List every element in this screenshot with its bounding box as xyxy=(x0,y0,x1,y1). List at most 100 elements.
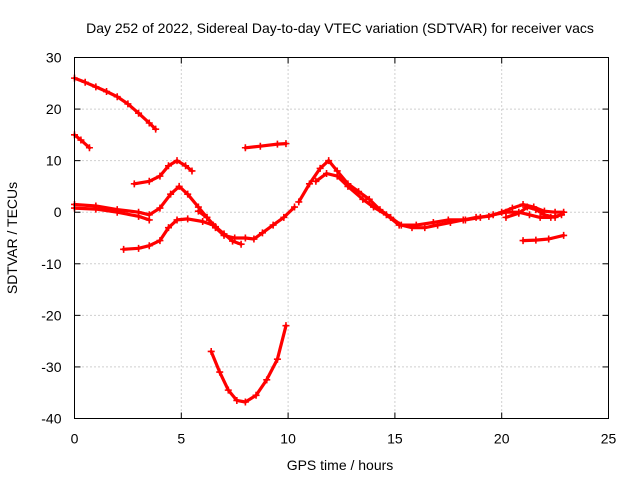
series-arc-9 xyxy=(207,322,290,406)
axis-ticks: 0 5 10 15 20 25 -40 -30 -20 -10 0 10 20 30 xyxy=(41,50,616,447)
data-point xyxy=(182,162,190,170)
data-point xyxy=(252,391,260,399)
chart-title: Day 252 of 2022, Sidereal Day-to-day VTE… xyxy=(86,20,594,36)
data-point xyxy=(461,216,469,224)
data-point xyxy=(333,172,341,180)
data-point xyxy=(156,237,164,245)
data-point xyxy=(312,177,320,185)
data-series xyxy=(71,74,568,406)
grid-lines xyxy=(74,57,609,419)
series-arc-8 xyxy=(241,140,290,152)
x-tick-label: 10 xyxy=(280,431,296,447)
series-arc-5 xyxy=(130,157,196,188)
data-point xyxy=(476,213,484,221)
data-point xyxy=(164,224,172,232)
data-point xyxy=(120,245,128,253)
y-tick-label: 0 xyxy=(54,204,62,220)
series-line xyxy=(122,217,215,251)
data-point xyxy=(370,203,378,211)
data-point xyxy=(231,234,239,242)
data-point xyxy=(519,200,527,208)
y-tick-label: 20 xyxy=(46,101,62,117)
series-arc-4 xyxy=(71,204,153,224)
data-point xyxy=(258,229,266,237)
data-point xyxy=(519,237,527,245)
series-arc-3 xyxy=(71,182,245,248)
data-point xyxy=(203,213,211,221)
data-point xyxy=(365,195,373,203)
data-point xyxy=(173,216,181,224)
data-point xyxy=(135,109,143,117)
series-line xyxy=(209,324,288,404)
data-point xyxy=(269,221,277,229)
data-point xyxy=(156,172,164,180)
data-point xyxy=(502,213,510,221)
data-point xyxy=(395,221,403,229)
data-point xyxy=(216,368,224,376)
data-point xyxy=(263,376,271,384)
y-tick-label: 30 xyxy=(46,50,62,66)
data-point xyxy=(412,221,420,229)
data-point xyxy=(103,88,111,96)
data-point xyxy=(237,240,245,248)
x-tick-label: 0 xyxy=(71,431,79,447)
series-line xyxy=(132,159,194,186)
data-point xyxy=(152,125,160,133)
data-point xyxy=(323,170,331,178)
data-point xyxy=(135,244,143,252)
series-line xyxy=(72,184,243,246)
y-tick-label: -30 xyxy=(41,359,61,375)
series-arc-6 xyxy=(120,215,217,253)
data-point xyxy=(184,215,192,223)
data-point xyxy=(175,182,183,190)
data-point xyxy=(523,203,531,211)
data-point xyxy=(444,216,452,224)
data-point xyxy=(540,211,548,219)
data-point xyxy=(194,207,202,215)
data-point xyxy=(188,167,196,175)
data-point xyxy=(199,217,207,225)
series-line xyxy=(314,171,564,227)
data-point xyxy=(224,386,232,394)
data-point xyxy=(145,242,153,250)
data-point xyxy=(241,398,249,406)
data-point xyxy=(508,204,516,212)
y-tick-label: -20 xyxy=(41,307,61,323)
data-point xyxy=(173,157,181,165)
x-tick-label: 20 xyxy=(494,431,510,447)
data-point xyxy=(295,198,303,206)
series-line xyxy=(521,233,566,243)
data-point xyxy=(325,157,333,165)
data-point xyxy=(220,231,228,239)
data-point xyxy=(515,209,523,217)
data-point xyxy=(233,396,241,404)
data-point xyxy=(316,164,324,172)
data-point xyxy=(241,234,249,242)
data-point xyxy=(291,203,299,211)
data-point xyxy=(113,208,121,216)
data-point xyxy=(280,213,288,221)
data-point xyxy=(273,140,281,148)
data-point xyxy=(382,211,390,219)
series-line xyxy=(196,205,297,241)
data-point xyxy=(256,142,264,150)
series-line xyxy=(72,133,92,150)
data-point xyxy=(145,119,153,127)
data-point xyxy=(429,219,437,227)
data-point xyxy=(532,236,540,244)
data-point xyxy=(77,136,85,144)
y-tick-label: -40 xyxy=(41,411,61,427)
data-point xyxy=(241,144,249,152)
data-point xyxy=(282,322,290,330)
data-point xyxy=(184,190,192,198)
x-tick-label: 5 xyxy=(177,431,185,447)
data-point xyxy=(282,140,290,148)
data-point xyxy=(305,180,313,188)
data-point xyxy=(560,231,568,239)
x-tick-label: 25 xyxy=(601,431,617,447)
data-point xyxy=(113,93,121,101)
data-point xyxy=(207,347,215,355)
data-point xyxy=(156,204,164,212)
data-point xyxy=(273,355,281,363)
data-point xyxy=(536,213,544,221)
